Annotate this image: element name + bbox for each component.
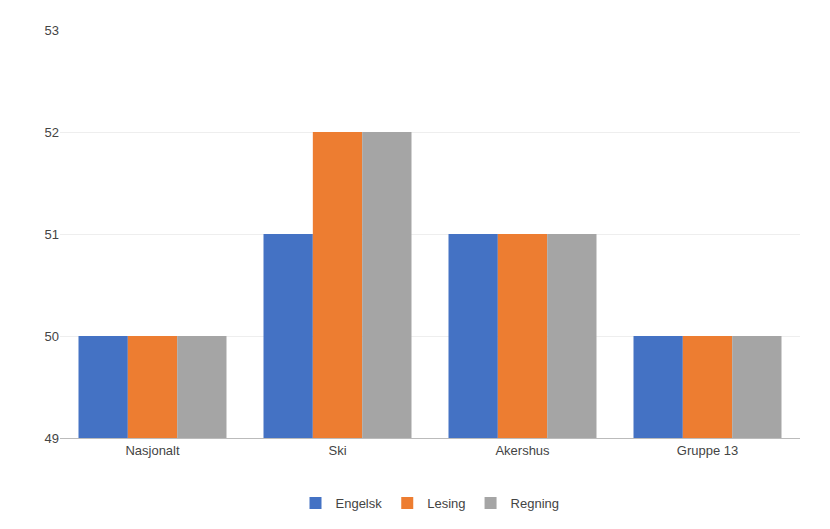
svg-text:Gruppe 13: Gruppe 13 xyxy=(677,443,738,458)
svg-text:Engelsk: Engelsk xyxy=(336,496,383,511)
svg-text:52: 52 xyxy=(45,125,59,140)
svg-text:Lesing: Lesing xyxy=(427,496,465,511)
svg-text:Akershus: Akershus xyxy=(495,443,550,458)
svg-text:50: 50 xyxy=(45,329,59,344)
svg-text:49: 49 xyxy=(45,431,59,446)
svg-text:Nasjonalt: Nasjonalt xyxy=(125,443,180,458)
svg-text:Ski: Ski xyxy=(328,443,346,458)
svg-text:Regning: Regning xyxy=(511,496,559,511)
svg-text:51: 51 xyxy=(45,227,59,242)
svg-text:53: 53 xyxy=(45,23,59,38)
